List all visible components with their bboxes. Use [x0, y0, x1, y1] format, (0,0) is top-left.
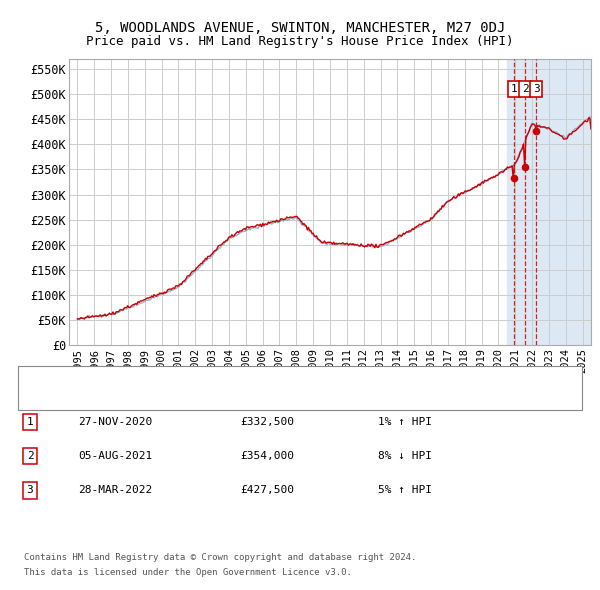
Text: 5, WOODLANDS AVENUE, SWINTON, MANCHESTER, M27 0DJ: 5, WOODLANDS AVENUE, SWINTON, MANCHESTER…: [95, 21, 505, 35]
Text: 3: 3: [26, 486, 34, 495]
Text: 2: 2: [26, 451, 34, 461]
Text: 1: 1: [511, 84, 517, 94]
Text: £354,000: £354,000: [240, 451, 294, 461]
Text: 05-AUG-2021: 05-AUG-2021: [78, 451, 152, 461]
Text: ——: ——: [33, 371, 61, 385]
Text: 1: 1: [26, 417, 34, 427]
Bar: [507, 59, 591, 345]
Text: Contains HM Land Registry data © Crown copyright and database right 2024.: Contains HM Land Registry data © Crown c…: [24, 553, 416, 562]
Text: 2: 2: [522, 84, 529, 94]
Text: £427,500: £427,500: [240, 486, 294, 495]
Text: 1% ↑ HPI: 1% ↑ HPI: [378, 417, 432, 427]
Text: 3: 3: [533, 84, 539, 94]
Text: ——: ——: [33, 391, 61, 405]
Text: 5, WOODLANDS AVENUE, SWINTON, MANCHESTER, M27 0DJ (detached house): 5, WOODLANDS AVENUE, SWINTON, MANCHESTER…: [63, 373, 476, 383]
Text: £332,500: £332,500: [240, 417, 294, 427]
Text: 27-NOV-2020: 27-NOV-2020: [78, 417, 152, 427]
Text: This data is licensed under the Open Government Licence v3.0.: This data is licensed under the Open Gov…: [24, 568, 352, 577]
Text: 5% ↑ HPI: 5% ↑ HPI: [378, 486, 432, 495]
Text: 28-MAR-2022: 28-MAR-2022: [78, 486, 152, 495]
Text: HPI: Average price, detached house, Salford: HPI: Average price, detached house, Salf…: [63, 393, 332, 402]
Text: Price paid vs. HM Land Registry's House Price Index (HPI): Price paid vs. HM Land Registry's House …: [86, 35, 514, 48]
Text: 8% ↓ HPI: 8% ↓ HPI: [378, 451, 432, 461]
